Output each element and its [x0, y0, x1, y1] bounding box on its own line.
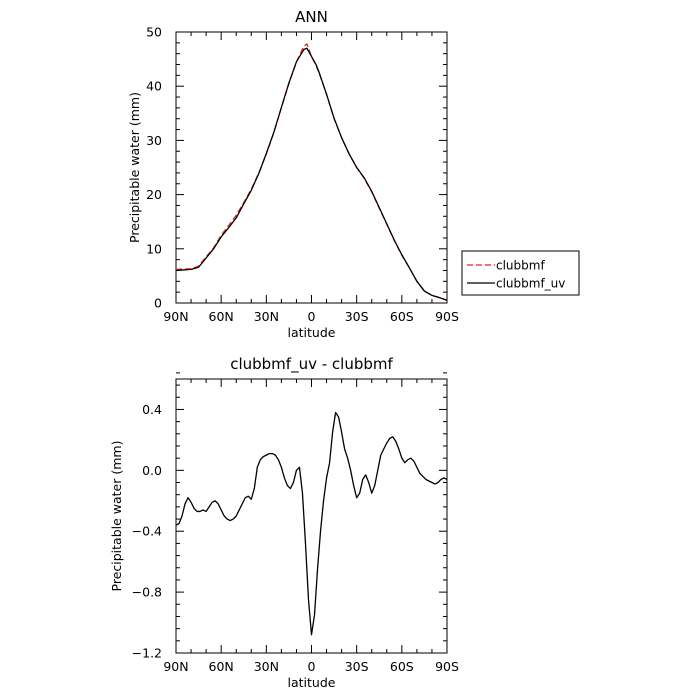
legend: clubbmf clubbmf_uv: [461, 250, 580, 296]
y-tick-label: 20: [146, 187, 162, 202]
y-tick-label: 0.4: [142, 402, 162, 417]
y-axis-label: Precipitable water (mm): [127, 92, 142, 243]
y-tick-label: 30: [146, 133, 162, 148]
x-tick-label: 60S: [390, 659, 414, 674]
y-tick-label: 0.0: [142, 463, 162, 478]
y-axis-label: Precipitable water (mm): [109, 441, 124, 592]
y-tick-label: −1.2: [132, 646, 162, 661]
x-tick-label: 0: [308, 309, 316, 324]
x-tick-label: 30N: [254, 659, 279, 674]
y-tick-label: −0.4: [132, 524, 162, 539]
series-line-diff: [175, 411, 448, 636]
plot-frame: [175, 378, 448, 654]
chart-title: clubbmf_uv - clubbmf: [230, 355, 393, 374]
legend-label: clubbmf: [496, 259, 545, 273]
y-tick-label: −0.8: [132, 585, 162, 600]
y-tick-label: 10: [146, 241, 162, 256]
panel-1: ANN 90N 60N 30N 0 30S 60S 90S 0 10 20 30 40 50 latitud…: [127, 8, 580, 340]
panel-2: clubbmf_uv - clubbmf 90N 60N 30N 0 30S 60S 90S −…: [109, 355, 459, 690]
y-tick-label: 50: [146, 25, 162, 40]
legend-label: clubbmf_uv: [496, 277, 565, 291]
x-tick-label: 90N: [163, 659, 188, 674]
x-tick-label: 90N: [163, 309, 188, 324]
x-tick-label: 90S: [435, 309, 459, 324]
x-axis-label: latitude: [288, 325, 336, 340]
legend-box: [461, 250, 580, 296]
x-tick-label: 0: [308, 659, 316, 674]
y-tick-label: 40: [146, 79, 162, 94]
x-tick-label: 60S: [390, 309, 414, 324]
x-tick-label: 30N: [254, 309, 279, 324]
x-tick-label: 30S: [345, 659, 369, 674]
chart-title: ANN: [295, 8, 328, 26]
y-tick-label: 0: [154, 296, 162, 311]
x-tick-label: 60N: [209, 659, 234, 674]
series-line-clubbmf_uv: [175, 47, 448, 301]
x-tick-label: 90S: [435, 659, 459, 674]
x-axis-label: latitude: [288, 675, 336, 690]
x-tick-label: 30S: [345, 309, 369, 324]
x-tick-label: 60N: [209, 309, 234, 324]
